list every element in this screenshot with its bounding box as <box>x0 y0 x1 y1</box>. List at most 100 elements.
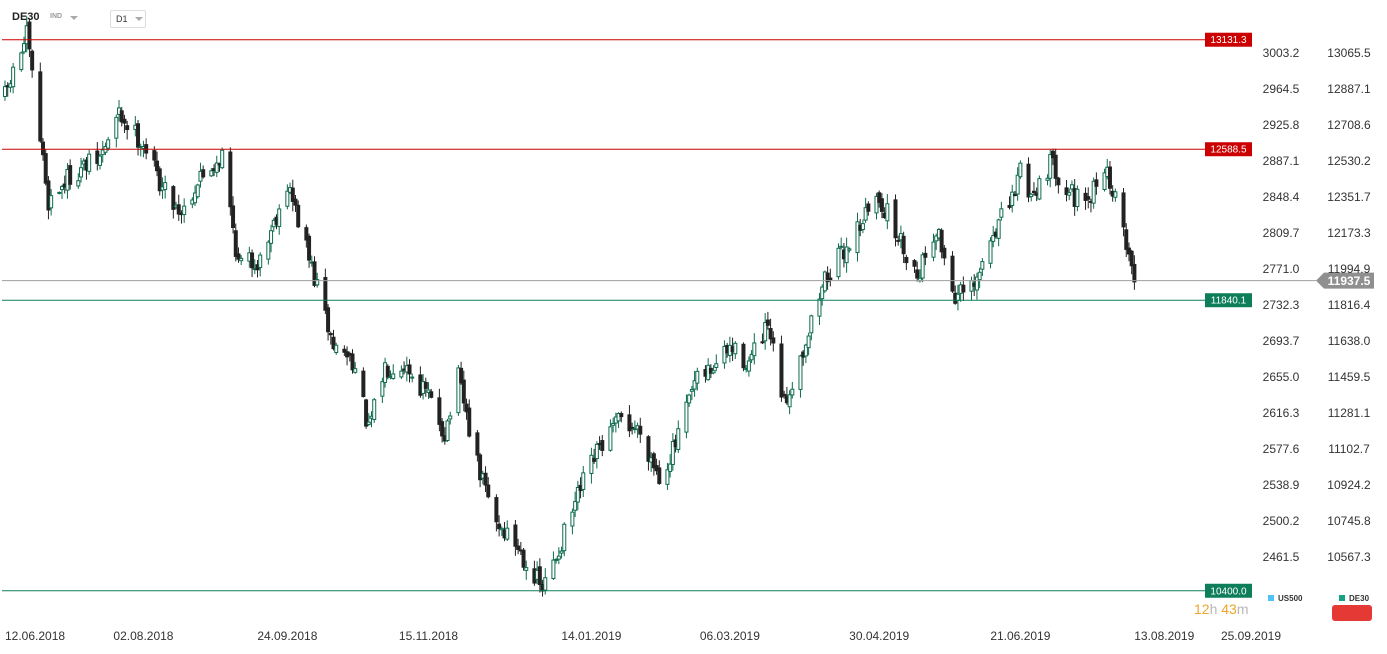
candle-up <box>543 577 548 591</box>
candle-up <box>269 230 274 244</box>
y-tick-left: 2771.0 <box>1263 262 1300 276</box>
candle-down <box>494 497 499 523</box>
countdown-minutes-unit: m <box>1236 601 1249 617</box>
candle-down <box>293 198 298 206</box>
countdown-minutes: 43 <box>1221 601 1237 617</box>
y-tick-left: 2732.3 <box>1263 298 1300 312</box>
candle-up <box>687 394 692 404</box>
candle-down <box>68 165 73 185</box>
x-tick-label: 13.08.2019 <box>1134 629 1194 643</box>
candle-up <box>806 335 811 349</box>
timeframe-select[interactable]: D1 <box>110 10 146 28</box>
candle-up <box>456 367 461 414</box>
candle-up <box>554 558 559 562</box>
candle-up <box>860 223 865 230</box>
candle-down <box>467 407 472 437</box>
candle-down <box>513 524 518 547</box>
candle-down <box>1107 166 1112 189</box>
candle-down <box>942 247 947 259</box>
y-tick-left: 2809.7 <box>1263 226 1300 240</box>
candle-down <box>516 545 521 550</box>
candle-down <box>328 333 333 336</box>
candle-up <box>787 394 792 408</box>
symbol-dropdown-icon[interactable] <box>70 16 78 20</box>
candle-down <box>741 343 746 369</box>
candle-down <box>312 261 317 286</box>
candle-down <box>27 21 32 50</box>
candle-up <box>19 52 24 71</box>
y-tick-left: 2964.5 <box>1263 82 1300 96</box>
candle-up <box>426 389 431 393</box>
candle-up <box>11 66 16 88</box>
candle-up <box>1067 192 1072 196</box>
candle-up <box>193 192 198 204</box>
candle-up <box>1075 188 1080 208</box>
candle-down <box>407 364 412 375</box>
candle-down <box>326 307 331 333</box>
candle-up <box>749 353 754 361</box>
candle-down <box>323 277 328 311</box>
y-tick-left: 2500.2 <box>1263 514 1300 528</box>
symbol-name[interactable]: DE30 <box>12 11 40 23</box>
x-tick-label: 02.08.2018 <box>113 629 173 643</box>
legend-item-us500[interactable]: US500 <box>1268 594 1302 603</box>
candle-up <box>114 116 119 139</box>
candle-down <box>483 472 488 486</box>
candle-up <box>3 86 7 97</box>
candle-down <box>171 186 176 210</box>
candle-up <box>391 373 396 380</box>
x-axis: 12.06.2018 02.08.2018 24.09.2018 15.11.2018… <box>5 629 1281 643</box>
candle-up <box>1010 191 1015 207</box>
candle-up <box>820 286 825 300</box>
candle-down <box>157 168 162 192</box>
candle-up <box>380 381 385 397</box>
candle-down <box>896 239 901 242</box>
candle-down <box>765 319 770 326</box>
y-tick-left: 2887.1 <box>1263 154 1300 168</box>
y-tick-right: 11638.0 <box>1328 334 1371 348</box>
level-tag <box>1205 32 1252 47</box>
candle-down <box>486 484 491 498</box>
candle-down <box>901 235 906 255</box>
candle-up <box>589 454 594 475</box>
candle-up <box>399 370 404 378</box>
y-tick-right: 12351.7 <box>1327 190 1371 204</box>
sell-button[interactable] <box>1332 605 1372 621</box>
level-label: 11840.1 <box>1211 296 1247 307</box>
candle-up <box>931 241 936 258</box>
candle-up <box>1048 154 1053 179</box>
y-tick-left: 2538.9 <box>1263 478 1300 492</box>
candle-up <box>665 469 670 485</box>
legend-item-de30[interactable]: DE30 <box>1339 594 1369 603</box>
legend-label-de30: DE30 <box>1349 594 1370 603</box>
candle-up <box>763 321 768 342</box>
candle-up <box>855 221 860 254</box>
candle-up <box>608 426 613 451</box>
candle-down <box>630 426 635 429</box>
candle-down <box>364 399 369 427</box>
x-tick-label: 14.01.2019 <box>561 629 621 643</box>
candle-down <box>923 252 928 258</box>
horizontal-levels: 11937.5 13131.3 12588.5 11840.1 10400.0 <box>2 32 1374 598</box>
candle-down <box>440 421 445 437</box>
candle-down <box>385 365 390 378</box>
candle-up <box>258 254 263 268</box>
candle-up <box>836 247 841 278</box>
candle-down <box>768 328 773 340</box>
candle-down <box>638 425 643 435</box>
y-tick-right: 11816.4 <box>1328 298 1371 312</box>
y-tick-left: 3003.2 <box>1263 46 1300 60</box>
timeframe-dropdown-icon <box>135 17 143 21</box>
x-tick-label: 24.09.2018 <box>257 629 317 643</box>
candle-up <box>87 153 92 172</box>
candle-up <box>315 279 320 286</box>
candle-down <box>877 192 882 203</box>
candle-up <box>182 205 187 216</box>
candle-up <box>214 162 219 173</box>
candle-up <box>1113 191 1118 198</box>
timeframe-value: D1 <box>116 14 128 24</box>
level-tag <box>1205 583 1252 598</box>
candle-down <box>1050 150 1055 159</box>
candle-up <box>670 441 675 465</box>
